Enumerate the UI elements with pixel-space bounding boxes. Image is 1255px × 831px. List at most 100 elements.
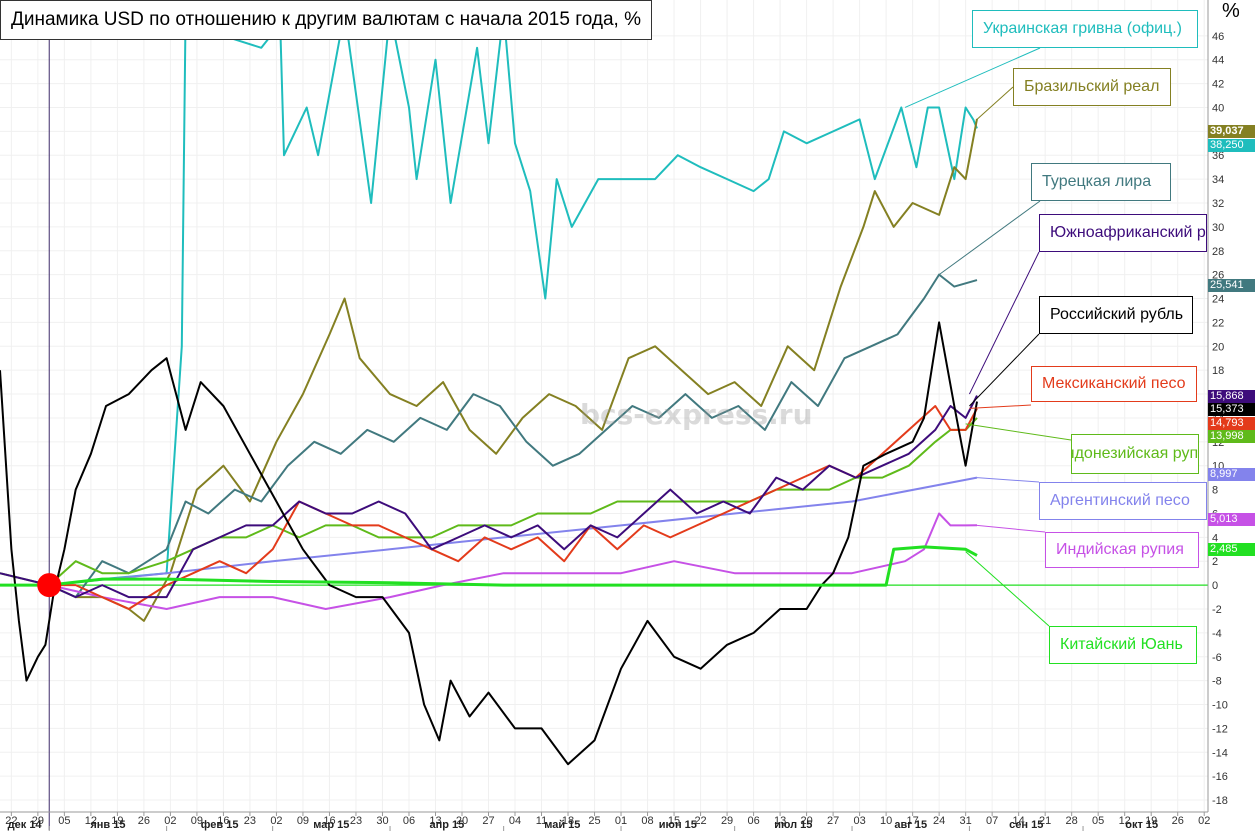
annotation-connector — [976, 477, 1040, 483]
x-tick-label: 29 — [721, 815, 733, 827]
end-label-brl: 39,037 — [1208, 125, 1255, 138]
y-tick-label: 24 — [1212, 294, 1224, 306]
x-tick-label: 07 — [986, 815, 998, 827]
end-label-idr: 13,998 — [1208, 430, 1255, 443]
x-month-label: апр 15 — [429, 819, 464, 831]
y-tick-label: 26 — [1212, 270, 1224, 282]
x-tick-label: 09 — [191, 815, 203, 827]
annotation-connector — [904, 47, 1041, 108]
y-tick-label: 30 — [1212, 222, 1224, 234]
y-tick-label: -8 — [1212, 676, 1222, 688]
y-tick-label: -6 — [1212, 652, 1222, 664]
x-tick-label: 24 — [933, 815, 945, 827]
x-month-label: авг 15 — [894, 819, 927, 831]
annotation-uah: Украинская гривна (офиц.) — [972, 10, 1198, 48]
y-tick-label: 28 — [1212, 246, 1224, 258]
x-tick-label: 13 — [774, 815, 786, 827]
series-line — [0, 512, 978, 610]
x-tick-label: 16 — [323, 815, 335, 827]
y-tick-label: 2 — [1212, 556, 1218, 568]
y-tick-label: 22 — [1212, 317, 1224, 329]
x-tick-label: 01 — [615, 815, 627, 827]
annotation-connector — [938, 200, 1041, 276]
x-tick-label: 26 — [1172, 815, 1184, 827]
annotation-inr: Индийская рупия — [1045, 532, 1199, 568]
series-line — [0, 395, 978, 599]
x-tick-label: 17 — [907, 815, 919, 827]
series-line — [0, 545, 978, 587]
y-tick-label: -18 — [1212, 795, 1228, 807]
y-tick-label: -10 — [1212, 700, 1228, 712]
y-tick-label: 40 — [1212, 102, 1224, 114]
x-tick-label: 14 — [1013, 815, 1025, 827]
annotation-connector — [976, 524, 1046, 533]
x-tick-label: 15 — [668, 815, 680, 827]
y-tick-label: 36 — [1212, 150, 1224, 162]
x-tick-label: 26 — [138, 815, 150, 827]
x-tick-label: 11 — [536, 815, 547, 827]
annotation-connector — [965, 551, 1050, 627]
x-month-label: сен 15 — [1009, 819, 1043, 831]
x-tick-label: 16 — [217, 815, 229, 827]
x-tick-label: 02 — [1198, 815, 1210, 827]
y-tick-label: 46 — [1212, 31, 1224, 43]
end-label-rub: 15,373 — [1208, 403, 1255, 416]
x-month-label: мар 15 — [313, 819, 349, 831]
x-month-label: июл 15 — [774, 819, 812, 831]
y-tick-label: 32 — [1212, 198, 1224, 210]
end-label-uah: 38,250 — [1208, 139, 1255, 152]
x-tick-label: 05 — [1092, 815, 1104, 827]
y-tick-label: 4 — [1212, 532, 1218, 544]
annotation-brl: Бразильский реал — [1013, 68, 1171, 106]
x-tick-label: 08 — [641, 815, 653, 827]
x-tick-label: 12 — [1119, 815, 1131, 827]
x-tick-label: 20 — [456, 815, 468, 827]
x-tick-label: 09 — [297, 815, 309, 827]
x-month-label: июн 15 — [659, 819, 697, 831]
end-label-cny: 2,485 — [1208, 543, 1255, 556]
x-tick-label: 27 — [827, 815, 839, 827]
x-tick-label: 23 — [244, 815, 256, 827]
x-tick-label: 23 — [350, 815, 362, 827]
x-tick-label: 02 — [164, 815, 176, 827]
x-month-label: янв 15 — [90, 819, 125, 831]
annotation-rub: Российский рубль — [1039, 296, 1193, 334]
annotation-connector — [965, 423, 1072, 441]
annotation-connector — [968, 251, 1040, 395]
x-month-label: фев 15 — [201, 819, 239, 831]
series-line — [0, 118, 978, 622]
x-tick-label: 31 — [960, 815, 972, 827]
x-tick-label: 03 — [853, 815, 865, 827]
x-tick-label: 20 — [800, 815, 812, 827]
y-tick-label: -4 — [1212, 628, 1222, 640]
x-tick-label: 04 — [509, 815, 521, 827]
x-tick-label: 30 — [376, 815, 388, 827]
x-tick-label: 10 — [880, 815, 892, 827]
series-line — [0, 321, 978, 766]
x-tick-label: 25 — [588, 815, 600, 827]
x-tick-label: 29 — [32, 815, 44, 827]
end-label-ars: 8,997 — [1208, 468, 1255, 481]
x-tick-label: 06 — [747, 815, 759, 827]
x-tick-label: 22 — [694, 815, 706, 827]
x-tick-label: 27 — [482, 815, 494, 827]
y-tick-label: 0 — [1212, 580, 1218, 592]
annotation-mxn: Мексиканский песо — [1031, 366, 1197, 402]
end-label-inr: 5,013 — [1208, 513, 1255, 526]
x-month-label: окт 15 — [1125, 819, 1158, 831]
annotation-cny: Китайский Юань — [1049, 626, 1197, 664]
annotation-zar: Южноафриканский рэнд — [1039, 214, 1207, 252]
x-month-label: дек 14 — [8, 819, 43, 831]
x-tick-label: 05 — [58, 815, 70, 827]
y-tick-label: 42 — [1212, 79, 1224, 91]
y-tick-label: 20 — [1212, 341, 1224, 353]
annotation-try: Турецкая лира — [1031, 163, 1171, 201]
x-tick-label: 21 — [1039, 815, 1051, 827]
end-label-mxn: 14,793 — [1208, 417, 1255, 430]
y-tick-label: 8 — [1212, 485, 1218, 497]
end-label-try: 25,541 — [1208, 279, 1255, 292]
watermark: bcs-express.ru — [580, 398, 813, 431]
series-line — [0, 273, 978, 599]
y-axis-unit: % — [1222, 0, 1240, 22]
